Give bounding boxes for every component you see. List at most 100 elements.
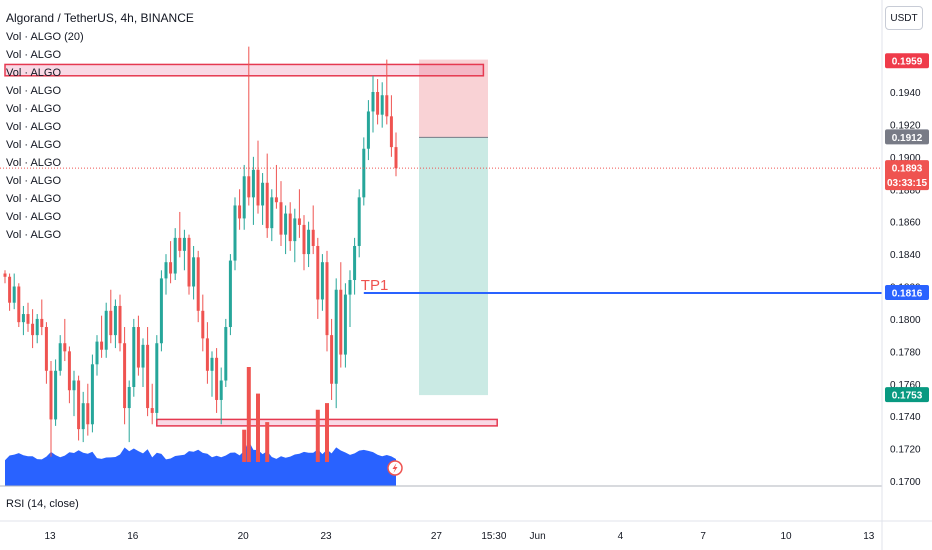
price-tick-label: 0.1700 [890, 477, 921, 488]
candle-body [334, 289, 338, 384]
price-badge-value: 0.1893 [892, 164, 923, 175]
candle-body [173, 237, 177, 274]
zones-layer [4, 59, 498, 427]
candle-body [141, 344, 145, 368]
candle-body [95, 341, 99, 365]
candle [307, 221, 311, 268]
time-tick-label: 27 [431, 531, 443, 542]
candle [284, 205, 288, 255]
candle [302, 215, 306, 271]
candle [3, 270, 7, 284]
indicator-legend-item[interactable]: Vol · ALGO [6, 103, 61, 115]
candle-body [72, 380, 76, 391]
candle [17, 283, 21, 328]
candle [192, 245, 196, 300]
volume-area [5, 441, 396, 486]
indicator-legend-item[interactable]: Vol · ALGO [6, 193, 61, 205]
price-axis[interactable]: 0.1940 0.1920 0.1900 0.1880 0.1860 0.1840 0.18… [890, 88, 921, 488]
indicator-legend-item[interactable]: Vol · ALGO [6, 211, 61, 223]
candle-body [389, 116, 393, 148]
price-badge-value: 0.1959 [892, 57, 923, 68]
candle-body [150, 408, 154, 413]
candle-body [196, 257, 200, 311]
candle-body [12, 286, 16, 303]
candle [394, 132, 398, 177]
price-tick-label: 0.1940 [890, 88, 921, 99]
price-tick-label: 0.1860 [890, 218, 921, 229]
candle [265, 153, 269, 238]
lines-layer [0, 167, 882, 294]
candle [109, 289, 113, 344]
candle-body [279, 202, 283, 235]
candle-body [311, 229, 315, 246]
candle-body [270, 197, 274, 229]
candle [54, 359, 58, 426]
time-tick-label: 13 [44, 531, 56, 542]
candle-body [132, 327, 136, 387]
take-profit-zone[interactable] [419, 137, 488, 396]
candle [132, 318, 136, 397]
candle [44, 322, 48, 384]
stop-loss-zone[interactable] [419, 59, 488, 138]
candle-body [63, 343, 67, 352]
candle [330, 318, 334, 400]
candle [288, 202, 292, 251]
candle [343, 283, 347, 368]
price-tick-label: 0.1760 [890, 380, 921, 391]
candle-body [284, 213, 288, 235]
candle [215, 348, 219, 413]
chart-title[interactable]: Algorand / TetherUS, 4h, BINANCE [6, 11, 194, 25]
candle [8, 273, 12, 311]
candle [26, 302, 30, 332]
candle-body [21, 314, 25, 323]
lightning-icon[interactable] [387, 460, 403, 476]
indicator-legend-item[interactable]: Vol · ALGO [6, 85, 61, 97]
candle-body [40, 318, 44, 328]
volume-spike-bar [325, 403, 329, 462]
time-axis[interactable]: 13 16 20 23 27 15:30 Jun 4 7 10 13 [44, 531, 874, 542]
indicator-legend-item[interactable]: Vol · ALGO [6, 229, 61, 241]
candle [366, 100, 370, 161]
candle-body [261, 182, 265, 206]
time-tick-label: 10 [780, 531, 792, 542]
currency-unit-button[interactable]: USDT [885, 6, 923, 30]
candle [357, 189, 361, 258]
candle [219, 367, 223, 425]
candle-body [293, 218, 297, 242]
candle-body [380, 95, 384, 115]
candle-body [330, 335, 334, 384]
price-badge: 0.1912 [885, 129, 929, 145]
candle-body [242, 176, 246, 219]
volume-spike-bar [256, 393, 260, 462]
candle-body [247, 176, 251, 198]
candle [123, 327, 127, 425]
indicator-legend-item[interactable]: Vol · ALGO (20) [6, 31, 84, 43]
time-tick-label: 23 [320, 531, 332, 542]
candle [371, 75, 375, 133]
indicator-legend-item[interactable]: Vol · ALGO [6, 175, 61, 187]
candle-body [8, 276, 12, 303]
candle-body [164, 262, 168, 279]
indicator-legend-item[interactable]: Vol · ALGO [6, 157, 61, 169]
price-badges: 0.1959 0.1912 0.1893 03:33:15 0.1816 0.1753 [885, 53, 929, 403]
candle [146, 327, 150, 417]
indicator-legend-item[interactable]: Vol · ALGO [6, 121, 61, 133]
candle-body [113, 305, 117, 336]
rsi-label[interactable]: RSI (14, close) [6, 498, 79, 510]
candle-body [224, 327, 228, 381]
price-badge: 0.1816 [885, 284, 929, 300]
candle [178, 211, 182, 258]
indicator-legend-item[interactable]: Vol · ALGO [6, 49, 61, 61]
indicator-legend-item[interactable]: Vol · ALGO [6, 139, 61, 151]
time-tick-label: 16 [127, 531, 139, 542]
price-badge-value: 0.1753 [892, 391, 923, 402]
price-badge-bg [885, 387, 929, 403]
indicator-legend-item[interactable]: Vol · ALGO [6, 67, 61, 79]
candle [279, 181, 283, 246]
price-badge-bg [885, 284, 929, 300]
supply-demand-zone[interactable] [4, 63, 485, 77]
candle-body [366, 111, 370, 149]
candle-body [219, 380, 223, 400]
candle-body [302, 224, 306, 255]
